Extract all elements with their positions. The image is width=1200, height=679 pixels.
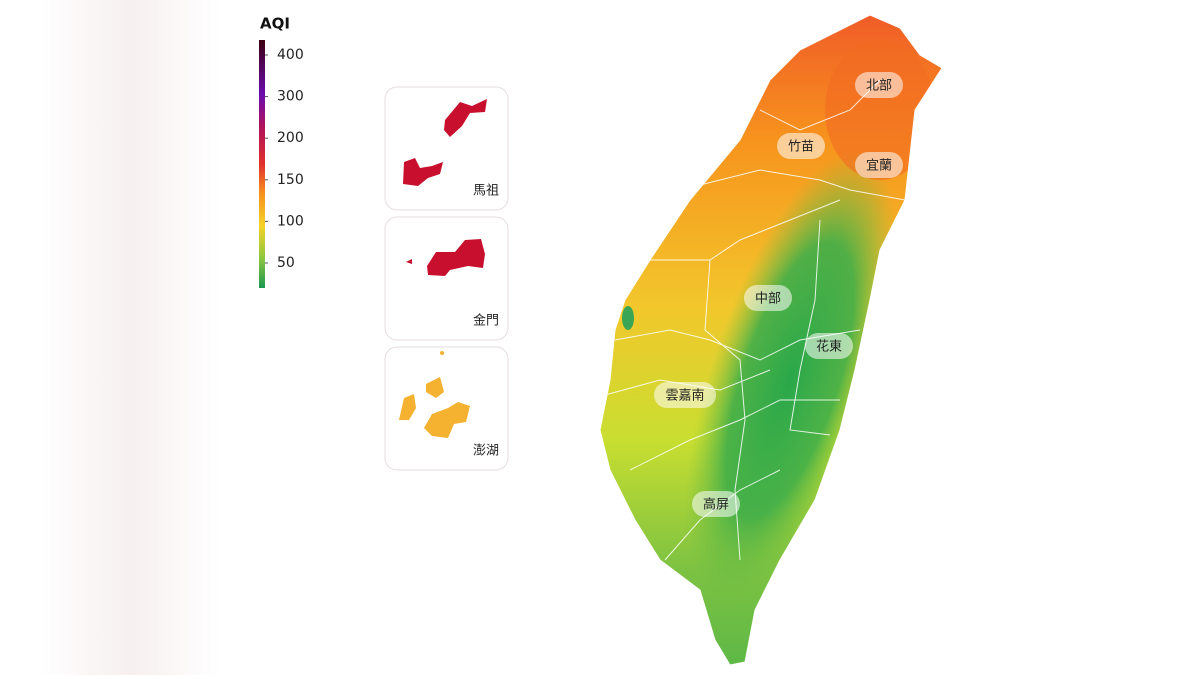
aqi-surface [825,40,935,180]
island-insets: 馬祖 金門 澎湖 [384,86,509,471]
region-label: 北部 [866,79,892,94]
region-pill [855,72,903,98]
tick-label: 400 [277,47,304,63]
region-label: 中部 [755,292,781,307]
region-label: 高屏 [703,497,729,513]
region-pill [744,285,792,311]
region-label: 竹苗 [788,140,814,155]
tick-label: 100 [277,213,304,229]
region-pill [654,382,716,408]
island-shape [426,377,444,398]
island-label: 馬祖 [473,184,499,199]
island-shape [424,402,470,438]
tick-label: 50 [277,255,295,271]
aqi-surface [683,150,897,610]
island-shape [399,394,416,420]
region-pill [855,152,903,178]
island-shape [427,239,485,276]
region-label: 雲嘉南 [665,388,704,404]
island-shape [406,259,412,264]
island-shape [444,99,487,137]
region-pill [692,491,740,517]
tick-label: 150 [277,172,304,188]
region-label: 花東 [816,339,842,355]
background-haze [40,0,220,675]
legend-title: AQI [260,15,290,33]
color-bar [259,40,265,288]
island-shape [403,158,443,186]
legend: AQI 400 300 200 150 100 50 [259,15,304,288]
region-pill [805,333,853,359]
region-label: 宜蘭 [866,158,892,174]
inset-card [384,346,509,471]
island-label: 澎湖 [473,444,499,459]
coastline [599,14,943,666]
region-pill [777,133,825,159]
legend-ticks: 400 300 200 150 100 50 [265,47,304,271]
island-shape [440,351,444,355]
tick-label: 300 [277,89,304,105]
island-label: 金門 [473,313,499,329]
aqi-surface [622,306,634,330]
tick-label: 200 [277,130,304,146]
